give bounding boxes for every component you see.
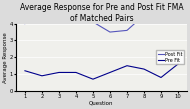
X-axis label: Question: Question	[89, 100, 114, 106]
Legend: Post Fit, Pre Fit: Post Fit, Pre Fit	[156, 50, 184, 64]
Title: Average Response for Pre and Post Fit FMA
of Matched Pairs: Average Response for Pre and Post Fit FM…	[20, 3, 183, 23]
Y-axis label: Average Response: Average Response	[3, 32, 9, 83]
